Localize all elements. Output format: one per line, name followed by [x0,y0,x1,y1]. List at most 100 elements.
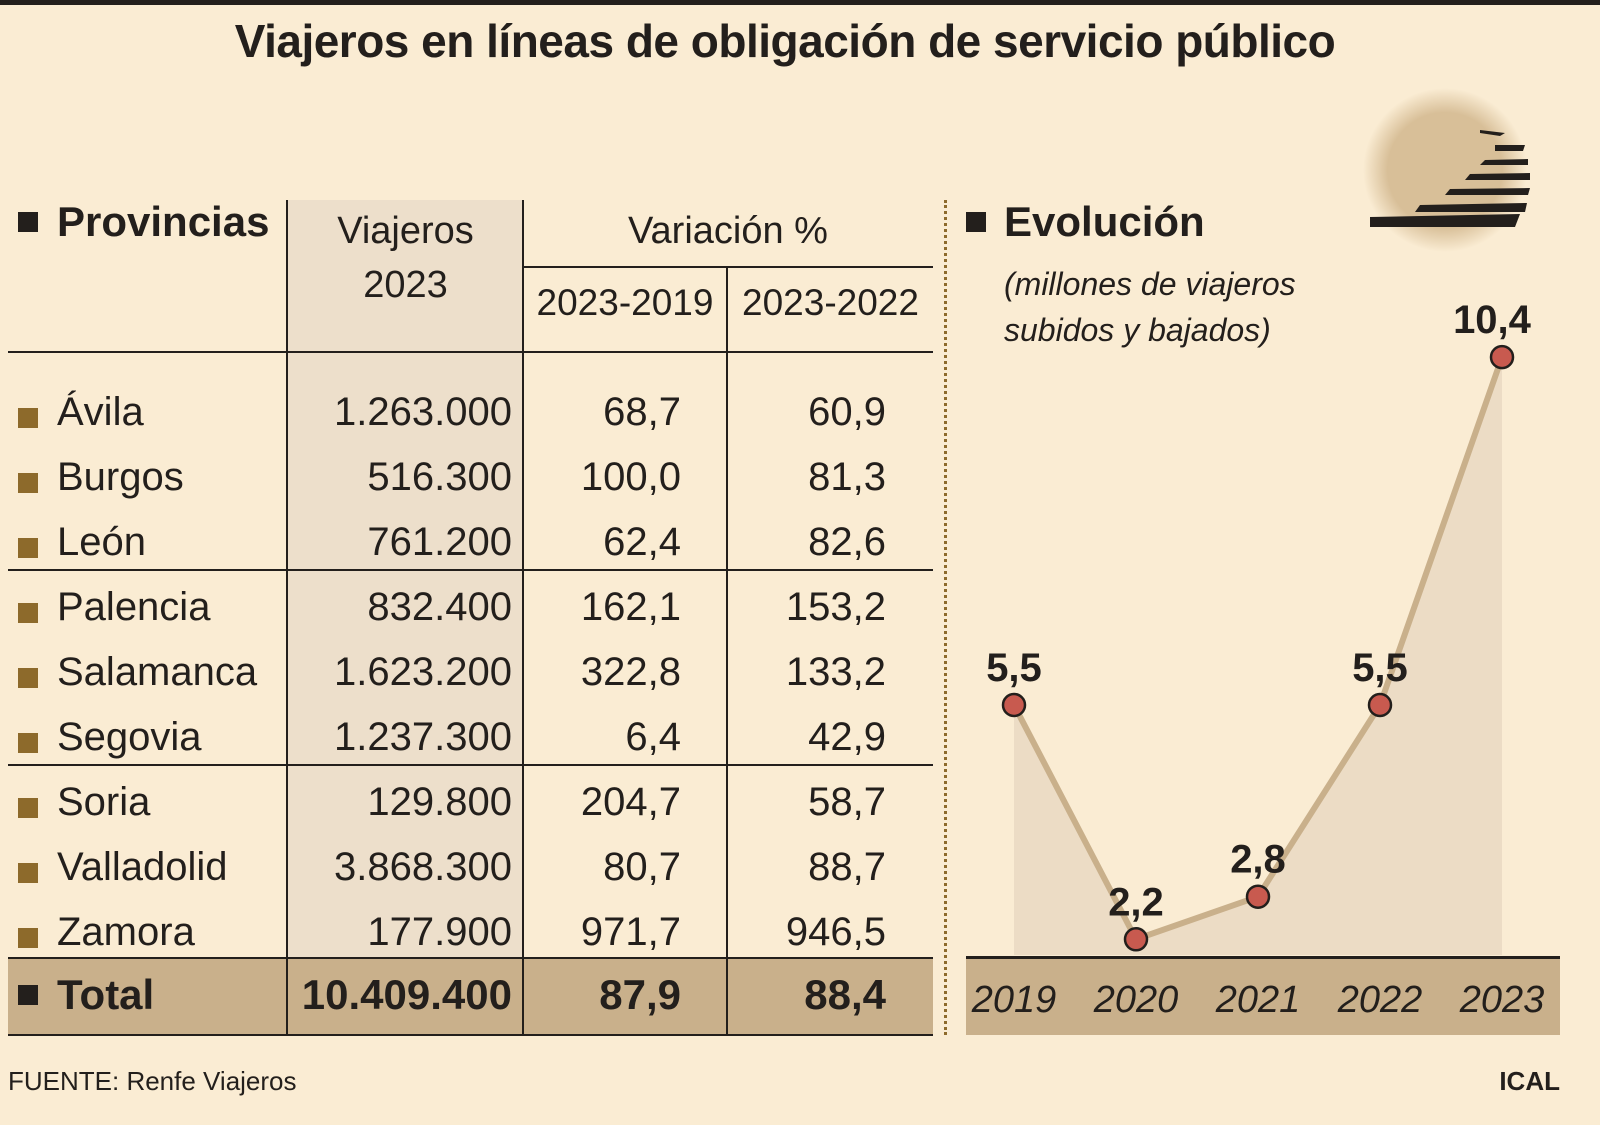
bullet-icon [18,863,38,883]
divider [8,764,933,766]
data-label: 2,8 [1230,838,1286,882]
table-row: Zamora 177.900 971,7 946,5 [0,900,940,965]
provincia: León [57,520,146,564]
data-point [1489,344,1515,370]
total-row [8,958,933,1035]
chart-subtitle: subidos y bajados) [1004,312,1271,348]
total-label: Total [57,971,155,1018]
var-2023-2022: 153,2 [785,585,886,629]
bullet-icon [18,733,38,753]
table-row: Burgos 516.300 100,0 81,3 [0,445,940,510]
bullet-icon [18,603,38,623]
page-title: Viajeros en líneas de obligación de serv… [234,15,1336,67]
bullet-icon [18,212,38,232]
viajeros: 1.623.200 [334,650,512,694]
axis-line [966,956,1560,959]
header-2023-2019: 2023-2019 [536,282,714,323]
viajeros: 516.300 [367,455,512,499]
var-2023-2019: 204,7 [580,780,681,824]
var-2023-2019: 62,4 [603,520,681,564]
viajeros: 177.900 [367,910,512,954]
var-2023-2019: 68,7 [603,390,681,434]
provincia: Valladolid [57,845,228,889]
x-tick-label: 2023 [1459,979,1545,1021]
total-var2: 88,4 [804,971,886,1018]
divider [8,957,933,959]
bullet-icon [18,538,38,558]
data-point [1367,692,1393,718]
header-variacion: Variación % [628,210,828,252]
header-provincias: Provincias [57,198,270,245]
divider [8,569,933,571]
source-note: FUENTE: Renfe Viajeros [8,1066,297,1096]
viajeros-column-shade [288,200,523,958]
x-tick-label: 2020 [1093,979,1179,1021]
divider [286,200,288,1035]
bullet-icon [18,928,38,948]
table-row: Valladolid 3.868.300 80,7 88,7 [0,835,940,900]
table-row: Palencia 832.400 162,1 153,2 [0,575,940,640]
var-2023-2019: 80,7 [603,845,681,889]
table-row: Soria 129.800 204,7 58,7 [0,770,940,835]
data-label: 2,2 [1108,880,1164,924]
var-2023-2019: 100,0 [580,455,681,499]
data-point [1001,692,1027,718]
viajeros: 761.200 [367,520,512,564]
bullet-icon [18,798,38,818]
data-label: 5,5 [1352,646,1408,690]
var-2023-2022: 133,2 [785,650,886,694]
header-2023-2022: 2023-2022 [742,282,919,323]
viajeros: 832.400 [367,585,512,629]
var-2023-2019: 971,7 [580,910,681,954]
data-point [1123,927,1149,952]
x-tick-label: 2022 [1337,979,1423,1021]
x-tick-label: 2021 [1215,979,1301,1021]
var-2023-2022: 82,6 [808,520,886,564]
var-2023-2022: 42,9 [808,715,886,759]
viajeros: 1.237.300 [334,715,512,759]
provincia: Zamora [57,910,195,954]
bullet-icon [18,473,38,493]
bullet-icon [18,985,38,1005]
provincia: Segovia [57,715,202,759]
var-2023-2022: 60,9 [808,390,886,434]
section-separator [944,200,947,1035]
total-viajeros: 10.409.400 [301,971,512,1018]
year-band [966,958,1560,1035]
provincia: Palencia [57,585,211,629]
provincia: Soria [57,780,151,824]
striped-sun-logo-icon [1363,88,1530,252]
var-2023-2022: 88,7 [808,845,886,889]
var-2023-2019: 322,8 [580,650,681,694]
table-row: Segovia 1.237.300 6,4 42,9 [0,705,940,770]
divider [8,1034,933,1036]
credit: ICAL [1499,1066,1560,1096]
provincia: Ávila [57,390,144,434]
data-label: 5,5 [986,646,1042,690]
bullet-icon [18,408,38,428]
viajeros: 3.868.300 [334,845,512,889]
x-tick-label: 2019 [971,979,1057,1021]
provincia: Burgos [57,455,184,499]
var-2023-2019: 6,4 [625,715,681,759]
data-label: 10,4 [1453,298,1532,342]
divider [523,266,933,268]
table-row: Ávila 1.263.000 68,7 60,9 [0,380,940,445]
top-border [0,0,1600,5]
header-viajeros-year: 2023 [363,264,448,306]
viajeros: 1.263.000 [334,390,512,434]
viajeros: 129.800 [367,780,512,824]
provincia: Salamanca [57,650,258,694]
var-2023-2022: 58,7 [808,780,886,824]
divider [522,200,524,1035]
header-viajeros: Viajeros [337,210,474,252]
data-point [1245,884,1271,909]
total-var1: 87,9 [599,971,681,1018]
divider [726,268,728,1035]
chart-subtitle: (millones de viajeros [1004,266,1296,302]
chart-title: Evolución [1004,198,1205,245]
chart-area [1014,357,1502,956]
bullet-icon [966,212,986,232]
var-2023-2019: 162,1 [580,585,681,629]
